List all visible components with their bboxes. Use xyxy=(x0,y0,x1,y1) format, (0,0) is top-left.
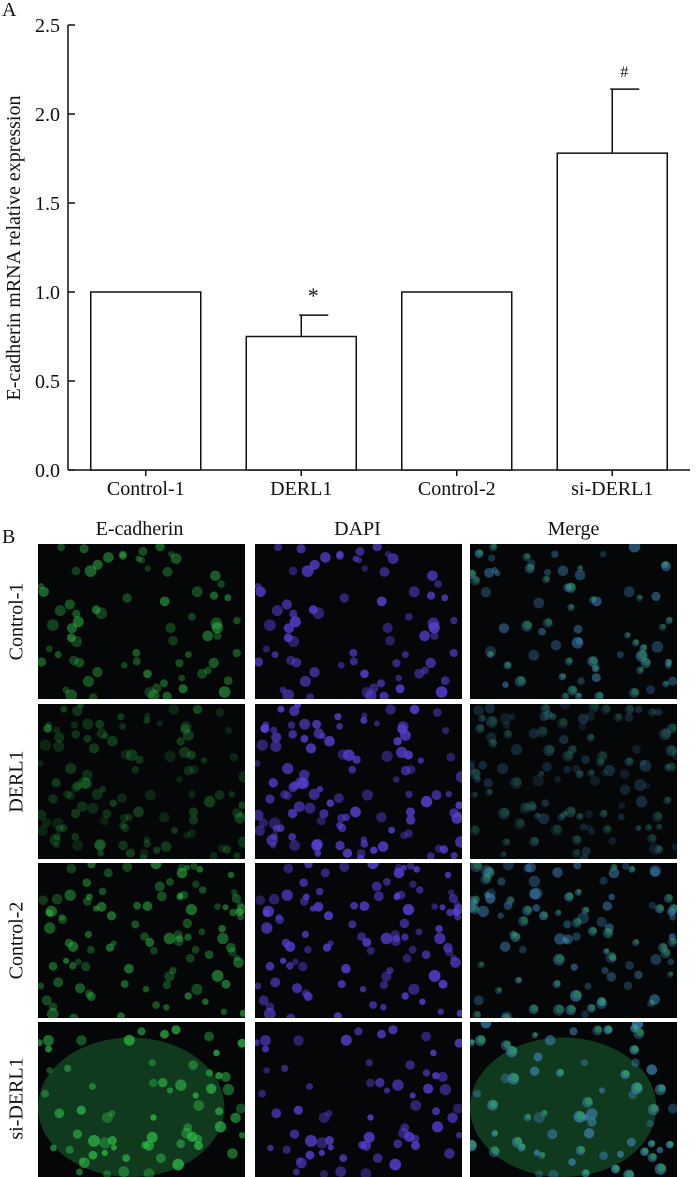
micrograph-si-derl1-dapi xyxy=(255,1022,462,1177)
x-tick-label: si-DERL1 xyxy=(571,478,653,500)
row-label-si-derl1: si-DERL1 xyxy=(2,1022,32,1174)
micrograph-control-1-dapi xyxy=(255,544,462,699)
y-tick-label: 0.5 xyxy=(35,371,60,393)
row-label-control-2: Control-2 xyxy=(2,863,32,1018)
row-label-control-1: Control-1 xyxy=(2,544,32,699)
bar-chart: 0.0 0.5 1.0 1.5 2.0 2.5 Control-1 DERL1 Control-… xyxy=(0,0,700,515)
bar xyxy=(557,153,667,470)
y-tick-label: 1.0 xyxy=(35,282,60,304)
column-header-ecadherin: E-cadherin xyxy=(36,518,243,540)
significance-marker: * xyxy=(308,283,319,308)
micrograph-si-derl1-e-cadherin xyxy=(38,1022,245,1177)
bar xyxy=(91,292,201,470)
column-header-merge: Merge xyxy=(470,518,677,540)
bar xyxy=(402,292,512,470)
y-tick-label: 2.0 xyxy=(35,104,60,126)
y-tick-label: 0.0 xyxy=(35,460,60,482)
chart-bars: *# xyxy=(91,64,668,470)
micrograph-derl1-e-cadherin xyxy=(38,704,245,859)
micrograph-derl1-merge xyxy=(470,704,677,859)
x-tick-label: DERL1 xyxy=(270,478,332,500)
row-label-derl1: DERL1 xyxy=(2,704,32,859)
micrograph-control-2-merge xyxy=(470,863,677,1018)
micrograph-si-derl1-merge xyxy=(470,1022,677,1177)
x-tick-label: Control-2 xyxy=(418,478,496,500)
y-tick-label: 2.5 xyxy=(35,15,60,37)
micrograph-control-2-e-cadherin xyxy=(38,863,245,1018)
column-header-dapi: DAPI xyxy=(254,518,461,540)
micrograph-control-1-e-cadherin xyxy=(38,544,245,699)
y-tick-label: 1.5 xyxy=(35,193,60,215)
micrograph-control-1-merge xyxy=(470,544,677,699)
micrograph-derl1-dapi xyxy=(255,704,462,859)
bar xyxy=(246,337,356,471)
x-tick-label: Control-1 xyxy=(107,478,185,500)
micrograph-control-2-dapi xyxy=(255,863,462,1018)
significance-marker: # xyxy=(620,64,628,81)
y-axis-label: E-cadherin mRNA relative expression xyxy=(3,96,25,401)
